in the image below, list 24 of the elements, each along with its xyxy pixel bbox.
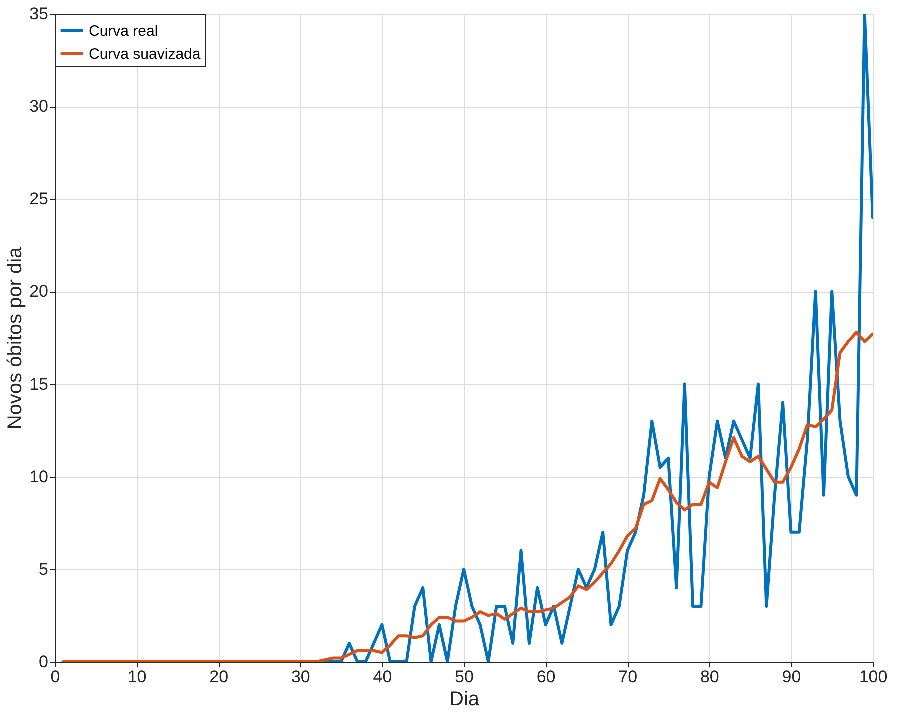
y-tick-label: 0 — [39, 652, 48, 672]
y-tick-label: 20 — [30, 282, 48, 302]
y-tick-label: 35 — [30, 4, 48, 24]
y-tick-label: 5 — [39, 560, 48, 579]
y-tick-label: 15 — [30, 374, 48, 394]
x-tick-label: 70 — [618, 668, 638, 686]
x-tick-label: 80 — [700, 668, 720, 686]
x-tick-label: 30 — [291, 668, 310, 686]
legend-label: Curva real — [89, 23, 158, 40]
x-tick-label: 40 — [373, 668, 392, 686]
x-tick-label: 60 — [536, 668, 556, 686]
x-tick-label: 0 — [50, 668, 60, 686]
x-tick-label: 100 — [859, 668, 888, 686]
line-series — [62, 330, 873, 662]
y-axis-title: Novos óbitos por dia — [4, 246, 27, 430]
x-tick-label: 10 — [128, 668, 147, 686]
y-tick-label: 10 — [30, 467, 48, 486]
legend-label: Curva suavizada — [89, 46, 202, 63]
x-tick-label: 50 — [455, 668, 474, 686]
y-tick-label: 25 — [30, 190, 48, 209]
y-tick-label: 30 — [30, 97, 48, 116]
x-tick-label: 90 — [782, 668, 802, 686]
x-tick-label: 20 — [210, 668, 229, 686]
x-axis-title: Dia — [449, 688, 480, 710]
